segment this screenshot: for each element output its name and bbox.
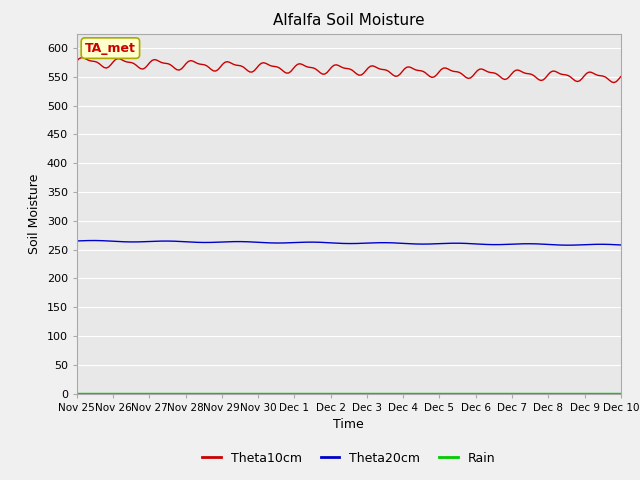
Y-axis label: Soil Moisture: Soil Moisture [28,173,41,254]
Text: TA_met: TA_met [85,42,136,55]
Legend: Theta10cm, Theta20cm, Rain: Theta10cm, Theta20cm, Rain [197,447,500,469]
Title: Alfalfa Soil Moisture: Alfalfa Soil Moisture [273,13,424,28]
X-axis label: Time: Time [333,418,364,431]
